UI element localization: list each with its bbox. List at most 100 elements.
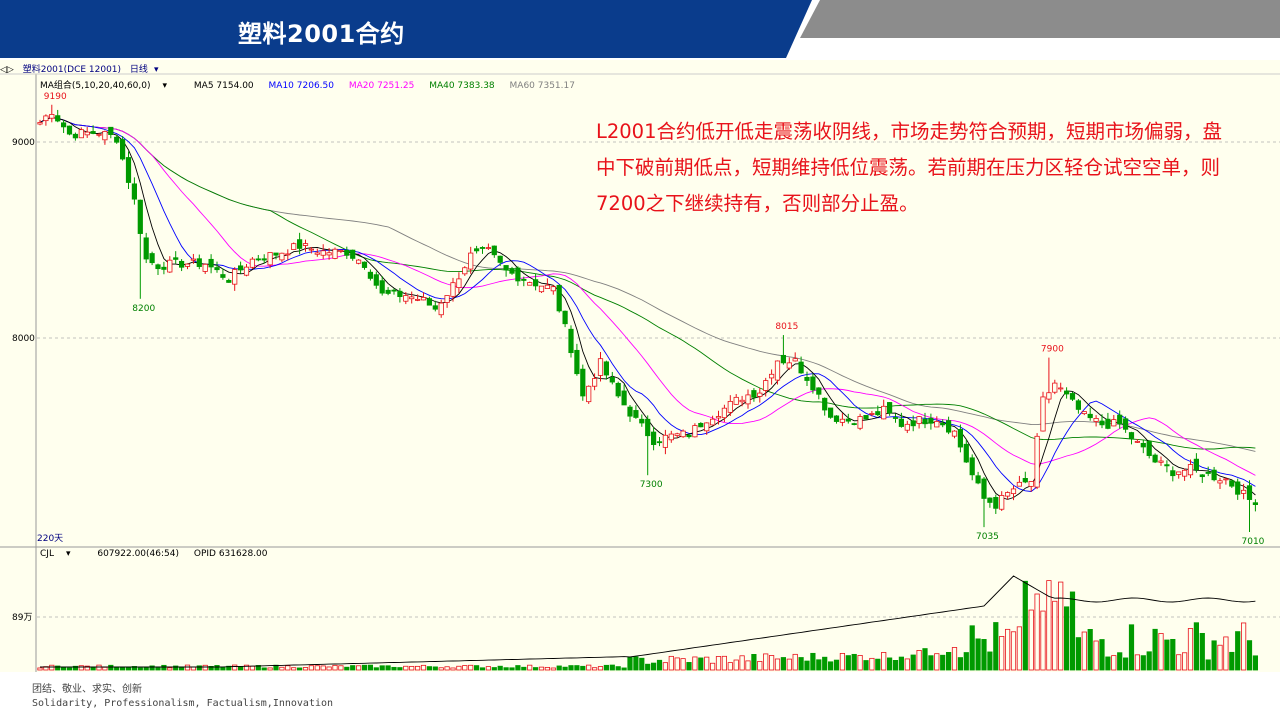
candle-body — [1016, 481, 1023, 487]
chevron-down-icon: ▾ — [153, 65, 159, 75]
candle-body — [72, 133, 78, 139]
candle-body — [521, 278, 527, 281]
candle-body — [267, 252, 273, 266]
volume-bar — [851, 653, 857, 671]
volume-bar — [698, 657, 704, 671]
ma-group-label[interactable]: MA组合(5,10,20,40,60,0) ▾ — [40, 81, 168, 91]
candle-body — [214, 267, 220, 271]
candle-body — [910, 420, 916, 427]
candle-body — [946, 420, 952, 433]
candle-body — [78, 129, 84, 139]
volume-indicator-selector[interactable]: CJL ▾ — [40, 549, 71, 559]
volume-bar — [527, 664, 533, 671]
candle-body — [137, 199, 143, 234]
volume-bar — [468, 664, 474, 671]
volume-bar — [686, 662, 692, 671]
candle-body — [350, 249, 356, 259]
candle-body — [851, 423, 857, 425]
candle-body — [43, 115, 49, 122]
chevron-down-icon: ▾ — [162, 81, 168, 91]
volume-bar — [355, 665, 362, 671]
period-selector[interactable]: 日线 ▾ — [130, 65, 165, 75]
volume-bar — [721, 655, 728, 671]
extreme-label: 8015 — [775, 322, 798, 332]
candle-body — [409, 296, 415, 300]
candle-body — [733, 396, 739, 405]
candle-body — [981, 478, 987, 499]
volume-bar — [1241, 622, 1247, 671]
candle-body — [875, 411, 881, 416]
candle-body — [279, 252, 285, 261]
volume-bar — [96, 664, 102, 671]
volume-bar — [916, 649, 922, 671]
candle-body — [190, 258, 196, 261]
extreme-label: 7900 — [1041, 345, 1064, 355]
volume-bar — [367, 664, 374, 671]
volume-bar — [946, 652, 952, 671]
volume-bar — [509, 667, 515, 671]
candle-body — [332, 248, 338, 259]
volume-bar — [763, 653, 769, 671]
volume-bar — [951, 647, 958, 671]
volume-bar — [969, 625, 975, 671]
volume-bar — [1146, 651, 1152, 671]
candle-body — [155, 264, 161, 270]
candle-body — [114, 136, 120, 143]
ma40-line — [39, 117, 1256, 450]
candle-body — [1093, 417, 1099, 422]
candle-body — [686, 434, 692, 438]
volume-bar — [373, 667, 379, 671]
candle-body — [845, 418, 851, 422]
volume-bar — [662, 662, 669, 671]
footer-motto-cn: 团结、敬业、求实、创新 — [32, 684, 142, 695]
candle-body — [456, 278, 462, 288]
volume-bar — [1193, 622, 1199, 671]
candle-body — [49, 114, 55, 119]
volume-bar — [1075, 637, 1081, 671]
ma5-value: MA5 7154.00 — [193, 81, 254, 91]
candle-body — [533, 279, 539, 287]
candle-body — [881, 405, 887, 420]
volume-bar — [1034, 593, 1040, 671]
candle-body — [680, 430, 686, 438]
volume-bar — [1105, 656, 1111, 671]
volume-bar — [125, 667, 132, 671]
candle-body — [1105, 418, 1111, 429]
candle-body — [792, 358, 798, 362]
candle-body — [704, 422, 710, 432]
volume-bar — [704, 656, 710, 671]
settings-icon[interactable]: ◁▷ — [0, 65, 14, 75]
volume-tick-label: 89万 — [12, 613, 32, 623]
volume-bar — [692, 656, 698, 671]
candle-body — [497, 255, 503, 263]
volume-bar — [1052, 600, 1058, 671]
volume-bar — [397, 667, 403, 671]
open-interest-value: OPID 631628.00 — [193, 549, 268, 559]
candle-body — [774, 360, 781, 381]
candle-body — [550, 286, 556, 292]
volume-bar — [574, 665, 580, 671]
volume-bar — [957, 657, 964, 671]
volume-bar — [385, 665, 391, 671]
candle-body — [922, 418, 928, 425]
candle-body — [1052, 382, 1058, 393]
volume-bar — [639, 657, 645, 671]
symbol-label[interactable]: 塑料2001(DCE 12001) — [22, 65, 122, 75]
candle-body — [291, 243, 297, 250]
volume-bar — [503, 667, 509, 671]
chevron-down-icon: ▾ — [65, 549, 71, 559]
candle-body — [957, 429, 964, 448]
volume-bar — [940, 654, 946, 671]
candle-body — [615, 382, 621, 397]
candle-body — [37, 122, 43, 125]
candle-body — [1199, 474, 1205, 478]
volume-bar — [1205, 659, 1211, 671]
volume-bar — [267, 667, 273, 671]
volume-bar — [308, 665, 315, 671]
volume-bar — [55, 665, 61, 671]
candle-body — [969, 457, 975, 476]
volume-bar — [462, 665, 468, 671]
candle-body — [232, 269, 238, 285]
candle-body — [326, 252, 332, 256]
volume-bar — [745, 660, 751, 671]
